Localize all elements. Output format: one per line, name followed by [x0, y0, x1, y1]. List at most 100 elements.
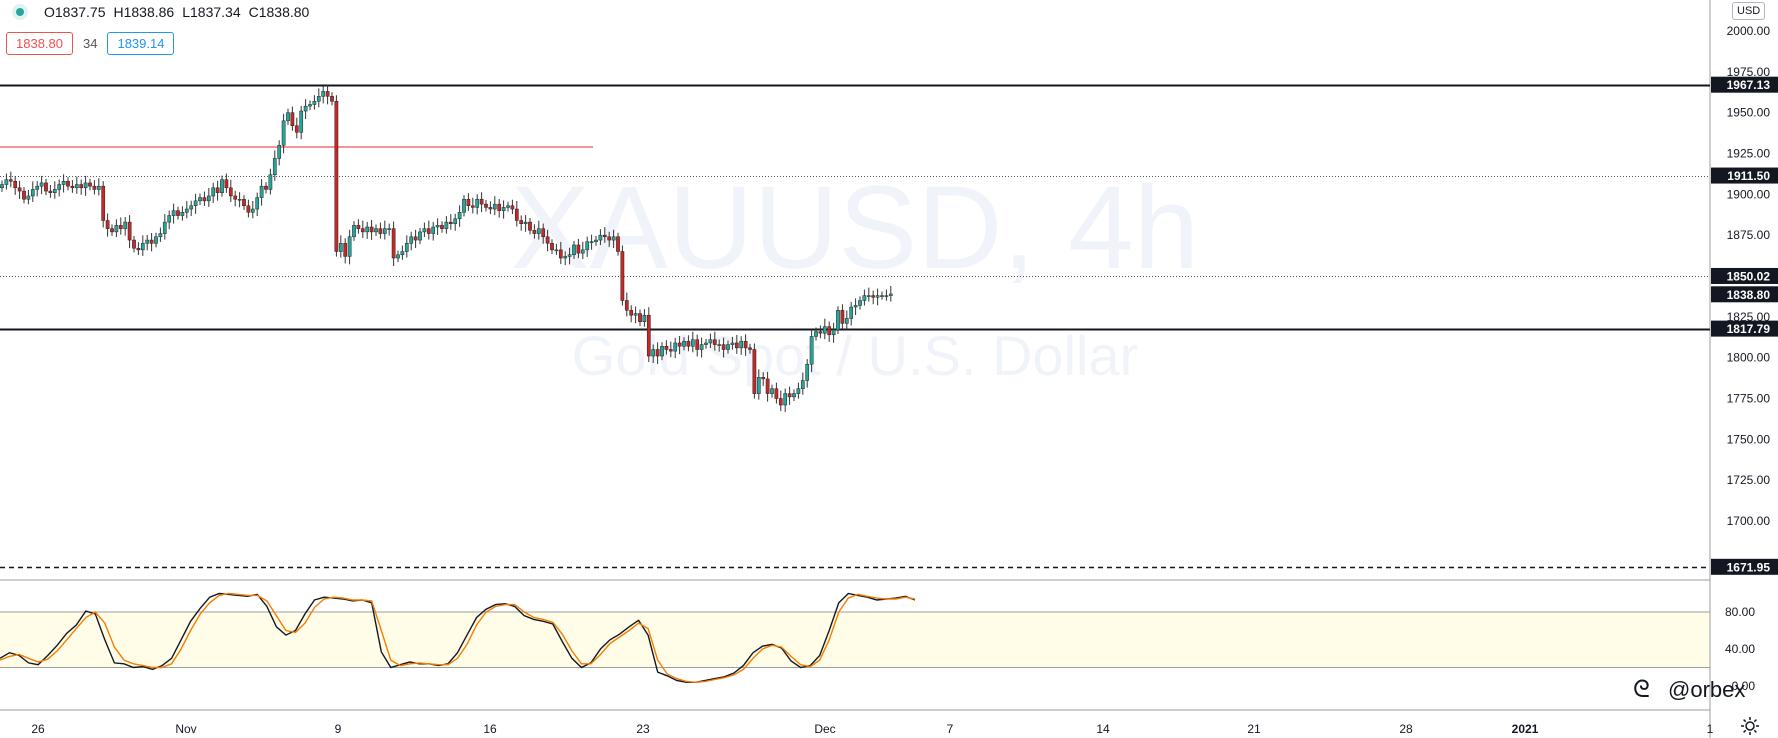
time-tick-label: 14 [1096, 722, 1110, 736]
currency-button[interactable]: USD [1732, 2, 1766, 20]
bullish-candle [809, 336, 814, 365]
bullish-candle [633, 313, 638, 316]
bullish-candle [4, 179, 9, 185]
sell-price-button[interactable]: 1838.80 [6, 32, 73, 55]
bullish-candle [312, 100, 317, 105]
gear-icon[interactable] [1740, 716, 1760, 736]
bearish-candle [514, 208, 519, 221]
bullish-candle [211, 187, 216, 197]
bullish-candle [849, 306, 854, 319]
bullish-candle [382, 228, 387, 234]
bullish-candle [167, 215, 172, 223]
bearish-candle [840, 310, 845, 324]
bearish-candle [17, 187, 22, 192]
bullish-candle [699, 344, 704, 350]
bullish-candle [206, 195, 211, 202]
stochastic-band [0, 612, 1710, 668]
bullish-candle [836, 310, 840, 331]
bearish-candle [743, 341, 748, 349]
bearish-candle [677, 342, 682, 347]
high-value: H1838.86 [113, 4, 175, 20]
bullish-candle [387, 228, 392, 230]
bullish-candle [642, 314, 647, 322]
bullish-candle [30, 189, 35, 197]
bullish-candle [501, 207, 506, 211]
level-price-tag [1711, 286, 1778, 303]
price-tick-label: 1900.00 [1727, 187, 1771, 201]
stochastic-d-line [0, 592, 916, 684]
price-tick-label: 1775.00 [1727, 392, 1771, 406]
bearish-candle [294, 125, 299, 133]
bullish-candle [123, 221, 128, 229]
bearish-candle [765, 378, 770, 394]
bearish-candle [228, 187, 233, 197]
bullish-candle [365, 226, 370, 233]
bullish-candle [57, 184, 62, 190]
bearish-candle [752, 349, 757, 394]
buy-price-button[interactable]: 1839.14 [107, 32, 175, 55]
price-tick-label: 1975.00 [1727, 65, 1771, 79]
bullish-candle [611, 236, 616, 241]
bullish-candle [880, 295, 884, 297]
bullish-candle [651, 349, 656, 357]
bullish-candle [506, 205, 510, 208]
bullish-candle [171, 210, 176, 216]
bullish-candle [585, 241, 590, 251]
price-tick-label: 2000.00 [1727, 24, 1771, 38]
bullish-candle [690, 339, 695, 347]
level-price-label: 1967.13 [1727, 78, 1771, 92]
bullish-candle [888, 293, 893, 296]
bearish-candle [378, 228, 383, 234]
time-tick-label: Nov [175, 722, 196, 736]
bearish-candle [712, 339, 717, 345]
bullish-candle [404, 243, 409, 252]
bullish-candle [83, 182, 88, 189]
bearish-candle [545, 236, 550, 244]
bullish-candle [268, 174, 273, 190]
bullish-candle [866, 295, 871, 297]
stochastic-k-line [0, 592, 916, 683]
price-tick-label: 1925.00 [1727, 147, 1771, 161]
bearish-candle [224, 179, 229, 189]
bearish-candle [558, 249, 563, 259]
bullish-candle [730, 342, 735, 345]
bullish-candle [783, 393, 788, 406]
bullish-candle [409, 236, 414, 244]
bullish-candle [673, 342, 678, 352]
open-value: O1837.75 [44, 4, 106, 20]
bearish-candle [686, 341, 691, 347]
bullish-candle [831, 329, 836, 336]
bearish-candle [761, 377, 766, 380]
tradingview-logo-icon: ᘓ [1633, 676, 1650, 703]
bearish-candle [629, 310, 634, 316]
bearish-candle [127, 221, 132, 241]
bearish-candle [721, 344, 726, 350]
bearish-candle [624, 300, 629, 311]
bearish-candle [620, 251, 625, 301]
bullish-candle [281, 120, 286, 146]
time-tick-label: 1 [1707, 722, 1714, 736]
bearish-candle [13, 181, 18, 189]
bullish-candle [316, 96, 321, 102]
bullish-candle [193, 200, 198, 207]
bearish-candle [448, 221, 453, 224]
bullish-candle [145, 239, 150, 244]
market-status-icon [16, 8, 24, 16]
description-watermark: Gold Spot / U.S. Dollar [572, 324, 1138, 387]
bearish-candle [242, 198, 246, 207]
bullish-candle [875, 295, 880, 298]
bearish-candle [664, 345, 669, 350]
bearish-candle [871, 295, 876, 298]
bullish-candle [418, 231, 422, 241]
bullish-candle [303, 105, 308, 112]
bullish-candle [726, 344, 730, 350]
bearish-candle [136, 247, 141, 251]
level-price-tag [1711, 320, 1778, 337]
bullish-candle [598, 234, 603, 241]
bullish-candle [858, 300, 862, 306]
bullish-candle [717, 344, 722, 346]
bullish-candle [435, 225, 440, 228]
bearish-candle [101, 185, 106, 221]
bearish-candle [426, 228, 431, 234]
